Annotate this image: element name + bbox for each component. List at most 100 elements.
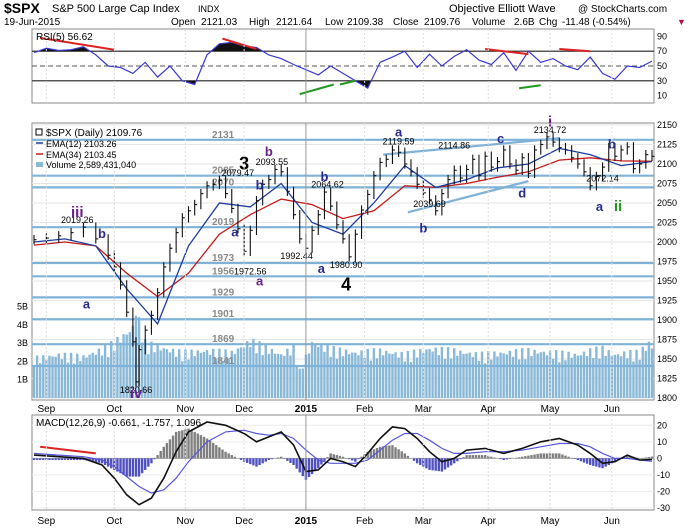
volume-bar: [255, 353, 258, 398]
volume-bar: [354, 352, 357, 398]
price-legend-label: $SPX (Daily) 2109.76: [46, 128, 143, 139]
macd-histogram-bar: [88, 458, 91, 462]
volume-bar: [51, 356, 54, 398]
macd-histogram-bar: [106, 458, 110, 467]
volume-bar: [38, 363, 42, 398]
price-value-label: 2072.14: [586, 174, 619, 184]
support-level-label: 1956: [212, 266, 235, 277]
volume-bar: [230, 350, 233, 398]
macd-histogram-bar: [647, 457, 651, 459]
rsi-tick-label: 30: [657, 76, 667, 86]
macd-histogram-bar: [246, 458, 249, 463]
volume-bar: [449, 358, 453, 398]
elliott-wave-label: d: [518, 186, 526, 201]
macd-histogram-bar: [320, 458, 323, 465]
volume-bar: [267, 353, 271, 398]
volume-bar: [480, 351, 484, 398]
volume-bar: [252, 338, 255, 398]
macd-histogram-bar: [517, 457, 521, 459]
macd-histogram-bar: [38, 458, 42, 461]
macd-histogram-bar: [607, 458, 610, 465]
macd-histogram-bar: [539, 453, 542, 459]
macd-histogram-bar: [471, 455, 474, 459]
support-level-label: 2070: [212, 177, 235, 188]
macd-histogram-bar: [347, 458, 351, 460]
volume-bar: [564, 360, 567, 398]
volume-bar: [487, 351, 490, 398]
volume-bar: [635, 349, 638, 398]
volume-bar: [428, 349, 431, 398]
price-value-label: 2134.72: [534, 125, 567, 135]
macd-histogram-bar: [233, 456, 237, 459]
volume-bar: [446, 347, 450, 398]
volume-bar: [190, 349, 193, 398]
volume-bar: [508, 350, 512, 398]
macd-histogram-bar: [490, 456, 493, 459]
macd-title: MACD(12,26,9) -0.661, -1.757, 1.096: [36, 418, 202, 429]
macd-histogram-bar: [295, 458, 298, 469]
high-label: High: [249, 17, 270, 28]
volume-bar: [381, 355, 385, 398]
macd-histogram-bar: [32, 458, 36, 461]
volume-bar: [490, 359, 493, 398]
macd-histogram-bar: [329, 453, 332, 459]
macd-histogram-bar: [42, 458, 45, 461]
macd-histogram-bar: [171, 435, 175, 459]
macd-histogram-bar: [128, 458, 131, 477]
volume-bar: [493, 351, 496, 398]
macd-histogram-bar: [119, 458, 122, 474]
macd-histogram-bar: [307, 458, 311, 477]
volume-bar: [301, 368, 305, 398]
macd-histogram-bar: [524, 456, 527, 459]
volume-bar: [437, 355, 440, 398]
macd-histogram-bar: [298, 458, 301, 473]
volume-bar: [391, 353, 394, 398]
elliott-wave-label: b: [98, 226, 106, 241]
macd-histogram-bar: [230, 455, 233, 459]
macd-histogram-bar: [391, 445, 394, 459]
volume-bar: [548, 350, 552, 398]
macd-histogram-bar: [576, 458, 580, 461]
macd-x-tick-label: Oct: [107, 516, 123, 527]
volume-bar: [641, 346, 644, 398]
volume-bar: [341, 356, 345, 398]
brand-title: Objective Elliott Wave: [449, 3, 556, 15]
macd-histogram-bar: [465, 455, 468, 459]
macd-histogram-bar: [187, 428, 190, 459]
macd-tick-label: -30: [657, 503, 670, 513]
macd-histogram-bar: [626, 455, 629, 459]
elliott-wave-label: iii: [71, 204, 84, 221]
price-x-tick-label: Nov: [177, 404, 195, 415]
volume-bar: [431, 351, 434, 398]
rsi-divergence-line: [559, 47, 591, 53]
rsi-title: RSI(5) 56.62: [36, 32, 93, 43]
price-value-label: 1980.90: [330, 260, 363, 270]
macd-histogram-bar: [428, 458, 431, 470]
volume-bar: [375, 358, 379, 398]
price-tick-label: 2000: [657, 237, 677, 247]
trendline: [383, 137, 560, 156]
volume-bar: [106, 357, 110, 398]
macd-histogram-bar: [72, 458, 76, 461]
volume-bar: [79, 361, 82, 398]
macd-histogram-bar: [317, 458, 320, 469]
macd-histogram-bar: [134, 458, 138, 477]
macd-histogram-bar: [440, 458, 444, 472]
macd-x-tick-label: Sep: [37, 516, 55, 527]
macd-histogram-bar: [493, 457, 496, 459]
volume-bar: [477, 360, 481, 398]
macd-x-tick-label: Feb: [356, 516, 374, 527]
volume-bar: [292, 343, 295, 398]
volume-bar: [42, 355, 45, 398]
volume-bar: [48, 355, 51, 398]
ema34-legend-label: EMA(34) 2103.45: [46, 150, 117, 160]
macd-histogram-bar: [403, 453, 406, 459]
macd-histogram-bar: [100, 458, 104, 464]
macd-histogram-bar: [335, 455, 339, 459]
rsi-layer: 10 30 50 70 90: [32, 31, 667, 101]
macd-histogram-bar: [252, 458, 255, 466]
volume-bar: [119, 342, 122, 398]
volume-bar: [208, 354, 212, 398]
volume-bar: [502, 353, 505, 398]
rsi-divergence-line: [299, 83, 335, 96]
